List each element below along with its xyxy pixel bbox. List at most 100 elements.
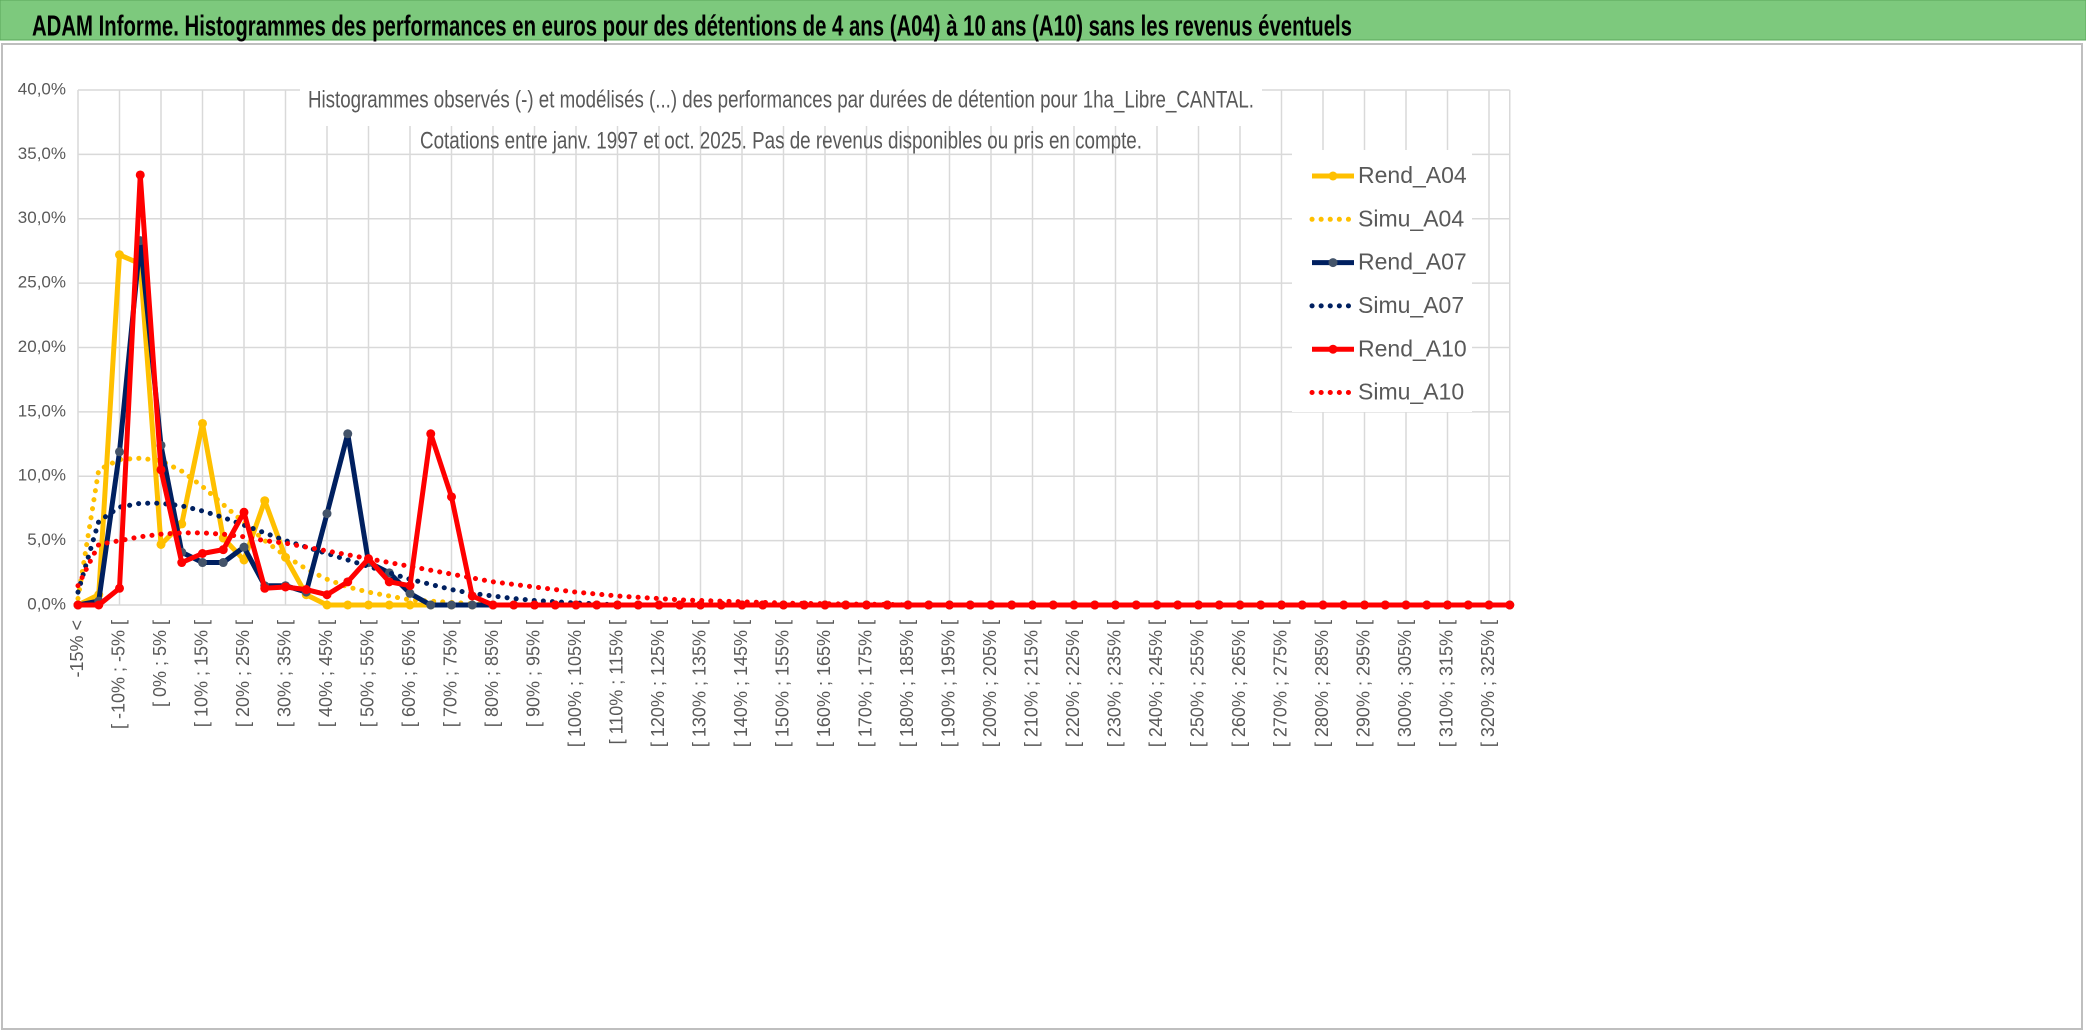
marker <box>322 509 332 519</box>
x-tick-label: [ 230% ; 235% [ <box>1104 620 1124 747</box>
marker <box>156 539 166 549</box>
x-tick-label: [ 190% ; 195% [ <box>938 620 958 747</box>
marker <box>675 600 685 610</box>
marker <box>115 250 124 260</box>
y-tick-label: 20,0% <box>18 337 66 356</box>
legend-label: Simu_A10 <box>1358 379 1464 405</box>
x-tick-label: [ 300% ; 305% [ <box>1395 620 1415 747</box>
legend-label: Rend_A04 <box>1358 162 1467 188</box>
marker <box>633 600 643 610</box>
marker <box>654 600 664 610</box>
legend-marker <box>1328 344 1338 354</box>
marker <box>218 558 228 568</box>
marker <box>198 558 207 568</box>
title-background <box>300 78 1262 126</box>
marker <box>467 591 477 601</box>
x-tick-label: [ 170% ; 175% [ <box>855 620 875 747</box>
x-tick-label: [ -10% ; -5% [ <box>108 620 128 729</box>
marker <box>218 545 228 555</box>
x-tick-label: [ 0% ; 5% [ <box>150 620 170 707</box>
y-tick-label: 35,0% <box>18 144 66 163</box>
x-tick-label: [ 120% ; 125% [ <box>648 620 668 747</box>
marker <box>73 600 83 610</box>
marker <box>115 583 124 593</box>
y-tick-label: 15,0% <box>18 401 66 420</box>
x-tick-label: [ 30% ; 35% [ <box>274 620 294 727</box>
marker <box>177 558 187 568</box>
x-tick-label: [ 10% ; 15% [ <box>191 620 211 727</box>
legend: Rend_A04 Simu_A04 Rend_A07 Simu_A07 Rend_A10… <box>1309 162 1467 405</box>
marker <box>530 600 539 610</box>
page-title: ADAM Informe. Histogrammes des performan… <box>32 11 1352 43</box>
marker <box>1505 600 1515 610</box>
y-tick-label: 10,0% <box>18 466 66 485</box>
marker <box>405 581 415 591</box>
x-tick-label: [ 90% ; 95% [ <box>523 620 543 727</box>
marker <box>364 600 373 610</box>
x-tick-label: [ 180% ; 185% [ <box>897 620 917 747</box>
x-tick-label: [ 100% ; 105% [ <box>565 620 585 747</box>
x-tick-label: [ 20% ; 25% [ <box>233 620 253 727</box>
marker <box>592 600 602 610</box>
marker <box>343 429 353 439</box>
x-tick-label: [ 270% ; 275% [ <box>1270 620 1290 747</box>
marker <box>509 600 519 610</box>
marker <box>426 429 436 439</box>
marker <box>239 555 249 565</box>
marker <box>239 507 249 517</box>
chart-title: Histogrammes observés (-) et modélisés (… <box>308 86 1254 113</box>
marker <box>613 600 622 610</box>
marker <box>550 600 560 610</box>
marker <box>260 496 270 506</box>
x-tick-label: [ 260% ; 265% [ <box>1229 620 1249 747</box>
x-tick-label: [ 250% ; 255% [ <box>1187 620 1207 747</box>
marker <box>1401 600 1411 610</box>
x-tick-label: [ 200% ; 205% [ <box>980 620 1000 747</box>
legend-marker <box>1328 171 1338 181</box>
x-tick-label: [ 70% ; 75% [ <box>440 620 460 727</box>
marker <box>1111 600 1120 610</box>
marker <box>198 418 207 428</box>
x-tick-label: [ 40% ; 45% [ <box>316 620 336 727</box>
y-tick-label: 25,0% <box>18 273 66 292</box>
marker <box>1339 600 1349 610</box>
marker <box>405 588 415 598</box>
x-tick-label: [ 80% ; 85% [ <box>482 620 502 727</box>
marker <box>447 492 456 502</box>
marker <box>571 600 581 610</box>
x-tick-label: [ 310% ; 315% [ <box>1436 620 1456 747</box>
x-tick-label: [ 290% ; 295% [ <box>1353 620 1373 747</box>
title-bar <box>0 0 2086 41</box>
x-tick-label: [ 50% ; 55% [ <box>357 620 377 727</box>
marker <box>260 583 270 593</box>
plot <box>73 170 1515 610</box>
marker <box>1484 600 1494 610</box>
legend-label: Simu_A04 <box>1358 205 1464 231</box>
marker <box>343 600 353 610</box>
legend-label: Rend_A10 <box>1358 335 1467 361</box>
x-tick-label: -15% < <box>67 620 87 678</box>
series-line <box>75 530 1513 608</box>
marker <box>322 600 332 610</box>
legend-label: Simu_A07 <box>1358 292 1464 318</box>
x-tick-label: [ 110% ; 115% [ <box>606 620 626 744</box>
marker <box>384 577 394 587</box>
legend-marker <box>1328 258 1338 268</box>
x-tick-label: [ 130% ; 135% [ <box>689 620 709 747</box>
marker <box>239 542 249 552</box>
legend-label: Rend_A07 <box>1358 249 1467 275</box>
marker <box>447 600 456 610</box>
marker <box>281 582 290 592</box>
legend-background <box>1292 150 1472 412</box>
marker <box>94 600 104 610</box>
marker <box>198 549 207 558</box>
marker <box>965 600 975 610</box>
marker <box>115 447 124 457</box>
x-tick-label: [ 240% ; 245% [ <box>1146 620 1166 747</box>
x-tick-label: [ 60% ; 65% [ <box>399 620 419 727</box>
x-tick-label: [ 320% ; 325% [ <box>1478 620 1498 747</box>
marker <box>467 600 477 610</box>
marker <box>384 600 394 610</box>
